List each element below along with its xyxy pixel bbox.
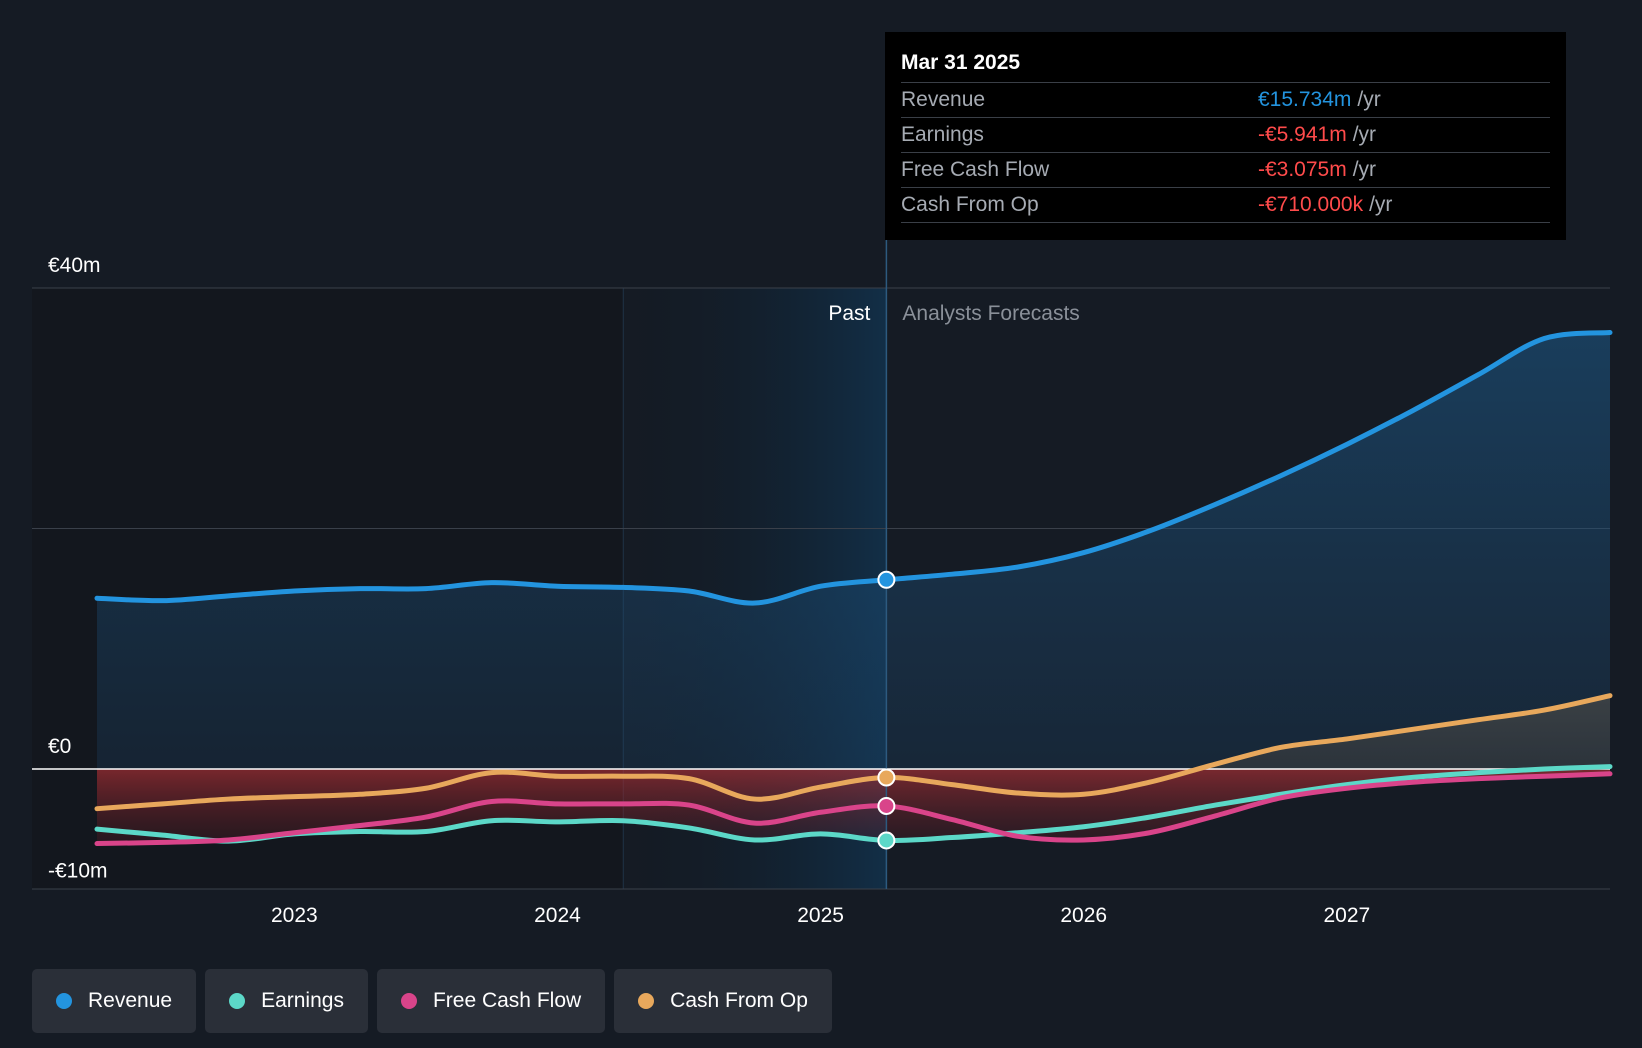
earnings-line [94,764,1613,844]
x-tick-label: 2023 [271,904,318,927]
earnings-marker [877,831,896,850]
tooltip-value: -€3.075m [1258,158,1347,181]
tooltip-value-wrap: -€710.000k/yr [1258,188,1392,222]
forecast-label: Analysts Forecasts [902,302,1079,325]
y-tick-label: -€10m [48,859,108,882]
tooltip-label: Earnings [901,123,984,146]
y-axis-labels: €40m €0 -€10m [48,254,108,882]
tooltip-value-wrap: -€5.941m/yr [1258,118,1376,152]
revenue-line [94,329,1613,606]
past-label: Past [828,302,870,325]
tooltip-value: €15.734m [1258,88,1352,111]
series-markers [877,570,896,850]
series-lines [94,329,1613,847]
tooltip-value-wrap: €15.734m/yr [1258,83,1381,117]
y-tick-label: €40m [48,254,101,277]
legend-item-free-cash-flow[interactable]: Free Cash Flow [376,969,606,1033]
legend-label: Cash From Op [670,989,808,1012]
revenue-dot-icon [56,993,72,1009]
legend-item-revenue[interactable]: Revenue [32,969,197,1033]
free-cash-flow-marker [877,796,896,815]
positive-area [97,695,1610,769]
free-cash-flow-line [94,771,1613,847]
tooltip-value: -€710.000k [1258,193,1364,216]
x-tick-label: 2025 [797,904,844,927]
legend: Revenue Earnings Free Cash Flow Cash Fro… [32,969,832,1033]
earnings-dot-icon [229,993,246,1009]
tooltip-unit: /yr [1352,158,1377,181]
x-axis-labels: 2023 2024 2025 2026 2027 [271,904,1370,927]
tooltip-row-free-cash-flow: Free Cash Flow -€3.075m/yr [901,153,1550,188]
tooltip-unit: /yr [1369,193,1393,216]
x-tick-label: 2027 [1324,904,1371,927]
tooltip-row-cash-from-op: Cash From Op -€710.000k/yr [901,188,1550,223]
cash-from-op-dot-icon [638,993,655,1009]
x-tick-label: 2024 [534,904,581,927]
legend-item-cash-from-op[interactable]: Cash From Op [614,969,832,1033]
tooltip-row-earnings: Earnings -€5.941m/yr [901,118,1550,153]
tooltip: Mar 31 2025 Revenue €15.734m/yr Earnings… [885,32,1566,240]
revenue-marker [877,570,896,589]
tooltip-unit: /yr [1352,123,1377,146]
tooltip-label: Free Cash Flow [901,158,1050,181]
cash-from-op-marker [877,768,896,787]
y-tick-label: €0 [48,735,71,758]
tooltip-unit: /yr [1357,88,1381,111]
legend-label: Revenue [88,989,173,1012]
cash-from-op-line [94,693,1613,812]
legend-label: Earnings [261,989,344,1012]
revenue-area [97,332,1610,769]
tooltip-label: Cash From Op [901,193,1039,216]
free-cash-flow-dot-icon [400,993,417,1009]
tooltip-date: Mar 31 2025 [901,46,1550,83]
tooltip-row-revenue: Revenue €15.734m/yr [901,83,1550,118]
tooltip-value: -€5.941m [1258,123,1347,146]
legend-label: Free Cash Flow [432,989,582,1012]
tooltip-label: Revenue [901,88,986,111]
tooltip-value-wrap: -€3.075m/yr [1258,153,1376,187]
x-tick-label: 2026 [1060,904,1107,927]
legend-item-earnings[interactable]: Earnings [205,969,368,1033]
